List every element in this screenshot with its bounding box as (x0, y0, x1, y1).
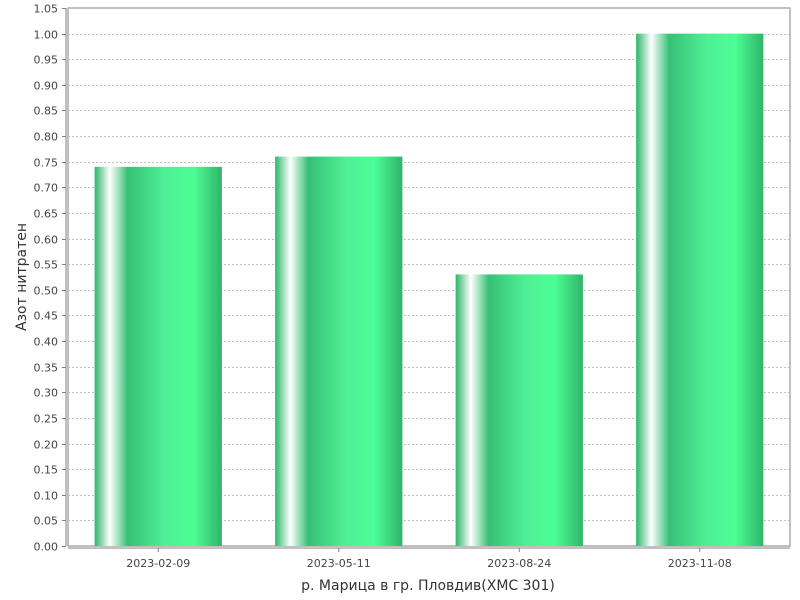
bar-2023-11-08 (636, 33, 764, 547)
y-tick-label: 0.20 (34, 439, 59, 452)
y-tick-label: 0.70 (34, 182, 59, 195)
y-tick-label: 0.95 (34, 54, 59, 67)
x-tick-label: 2023-08-24 (487, 557, 551, 570)
bar-2023-05-11 (275, 156, 403, 547)
y-tick-label: 0.60 (34, 234, 59, 247)
y-tick-label: 0.10 (34, 490, 59, 503)
x-axis-ticks: 2023-02-09 2023-05-11 2023-08-24 2023-11-08 (126, 548, 732, 570)
x-tick-label: 2023-05-11 (307, 557, 371, 570)
y-tick-label: 0.45 (34, 310, 59, 323)
y-axis-label: Азот нитратен (14, 223, 30, 331)
x-tick-label: 2023-11-08 (668, 557, 732, 570)
bars (94, 33, 764, 547)
y-tick-label: 0.40 (34, 336, 59, 349)
bar-2023-02-09 (94, 166, 222, 547)
y-tick-label: 0.80 (34, 131, 59, 144)
y-tick-label: 0.25 (34, 413, 59, 426)
y-tick-label: 1.05 (34, 3, 59, 16)
y-tick-label: 0.55 (34, 259, 59, 272)
y-tick-label: 0.65 (34, 208, 59, 221)
bar-2023-08-24 (455, 274, 583, 546)
x-tick-label: 2023-02-09 (126, 557, 190, 570)
y-tick-label: 0.05 (34, 515, 59, 528)
y-tick-label: 0.90 (34, 80, 59, 93)
y-tick-label: 1.00 (34, 29, 59, 42)
y-tick-label: 0.85 (34, 105, 59, 118)
y-axis-ticks: 0.00 0.05 0.10 0.15 0.20 0.25 0.30 0.35 0.40 0.45… (34, 3, 66, 554)
y-tick-label: 0.15 (34, 464, 59, 477)
y-tick-label: 0.30 (34, 387, 59, 400)
y-tick-label: 0.50 (34, 285, 59, 298)
y-tick-label: 0.75 (34, 157, 59, 170)
x-axis-label: р. Марица в гр. Пловдив(ХМС 301) (301, 578, 555, 594)
y-tick-label: 0.00 (34, 541, 59, 554)
y-tick-label: 0.35 (34, 362, 59, 375)
